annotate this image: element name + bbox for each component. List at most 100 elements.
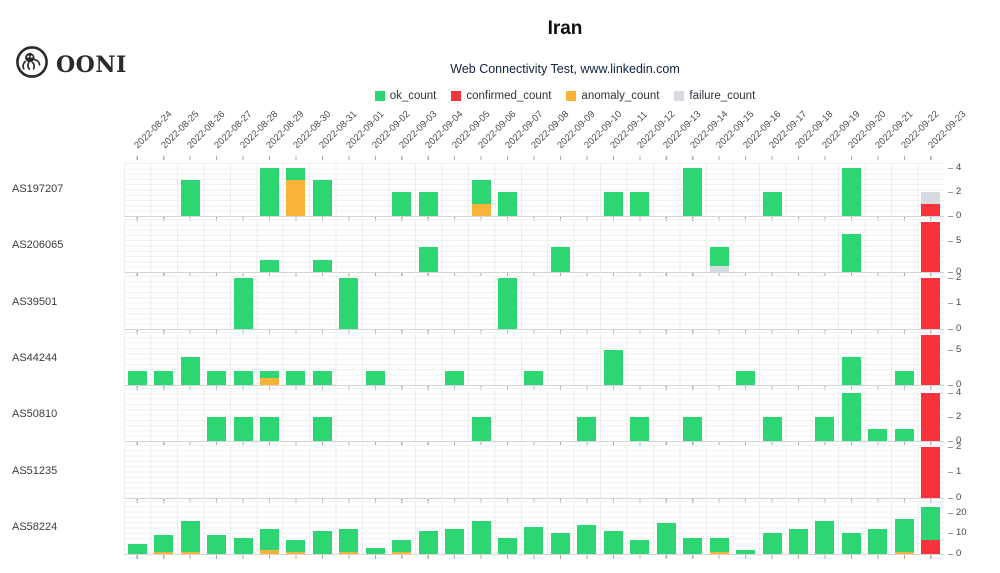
bar-segment-ok[interactable] <box>603 531 623 554</box>
bar-segment-ok[interactable] <box>286 370 306 385</box>
bar-segment-ok[interactable] <box>180 179 200 216</box>
bar-segment-ok[interactable] <box>868 529 888 554</box>
bar-segment-failure[interactable] <box>709 266 729 273</box>
bar-segment-ok[interactable] <box>339 278 359 329</box>
bar-segment-ok[interactable] <box>841 234 861 273</box>
bar-segment-confirmed[interactable] <box>921 447 941 498</box>
bar-segment-ok[interactable] <box>259 370 279 378</box>
bar-segment-ok[interactable] <box>312 370 332 385</box>
bar-segment-ok[interactable] <box>577 417 597 442</box>
bar-segment-ok[interactable] <box>365 370 385 385</box>
bar-segment-ok[interactable] <box>312 259 332 273</box>
bar-segment-anomaly[interactable] <box>180 551 200 554</box>
bar-segment-ok[interactable] <box>550 533 570 554</box>
bar-segment-anomaly[interactable] <box>339 551 359 554</box>
bar-segment-ok[interactable] <box>418 531 438 554</box>
bar-segment-ok[interactable] <box>603 349 623 385</box>
bar-segment-ok[interactable] <box>259 417 279 442</box>
bar-segment-ok[interactable] <box>339 529 359 552</box>
legend-item-confirmed_count[interactable]: confirmed_count <box>451 90 551 102</box>
bar-segment-ok[interactable] <box>736 549 756 554</box>
bar-segment-ok[interactable] <box>921 506 941 540</box>
bar-segment-ok[interactable] <box>894 370 914 385</box>
bar-segment-ok[interactable] <box>498 191 518 216</box>
bar-segment-ok[interactable] <box>630 539 650 554</box>
bar-segment-ok[interactable] <box>259 259 279 273</box>
bar-segment-ok[interactable] <box>841 356 861 385</box>
bar-segment-confirmed[interactable] <box>921 203 941 216</box>
legend-item-anomaly_count[interactable]: anomaly_count <box>566 90 659 102</box>
bar-segment-ok[interactable] <box>894 429 914 442</box>
bar-segment-ok[interactable] <box>762 417 782 442</box>
bar-segment-ok[interactable] <box>127 543 147 554</box>
bar-segment-confirmed[interactable] <box>921 221 941 273</box>
bar-segment-anomaly[interactable] <box>259 549 279 554</box>
bar-segment-ok[interactable] <box>312 417 332 442</box>
bar-segment-ok[interactable] <box>233 537 253 554</box>
bar-segment-ok[interactable] <box>577 525 597 554</box>
bar-segment-ok[interactable] <box>736 370 756 385</box>
bar-segment-ok[interactable] <box>471 417 491 442</box>
bar-segment-ok[interactable] <box>312 179 332 216</box>
bar-segment-ok[interactable] <box>207 417 227 442</box>
bar-segment-ok[interactable] <box>259 167 279 216</box>
bar-segment-ok[interactable] <box>445 529 465 554</box>
bar-segment-ok[interactable] <box>233 278 253 329</box>
bar-segment-anomaly[interactable] <box>286 551 306 554</box>
bar-segment-ok[interactable] <box>392 539 412 552</box>
bar-segment-anomaly[interactable] <box>154 551 174 554</box>
bar-segment-ok[interactable] <box>709 247 729 266</box>
bar-segment-ok[interactable] <box>445 370 465 385</box>
bar-segment-ok[interactable] <box>683 537 703 554</box>
bar-segment-anomaly[interactable] <box>894 551 914 554</box>
bar-segment-ok[interactable] <box>286 167 306 180</box>
bar-segment-ok[interactable] <box>630 417 650 442</box>
bar-segment-ok[interactable] <box>233 417 253 442</box>
bar-segment-ok[interactable] <box>418 191 438 216</box>
bar-segment-ok[interactable] <box>154 535 174 552</box>
bar-segment-confirmed[interactable] <box>921 278 941 329</box>
bar-segment-ok[interactable] <box>630 191 650 216</box>
bar-segment-ok[interactable] <box>207 370 227 385</box>
bar-segment-ok[interactable] <box>868 429 888 442</box>
bar-segment-ok[interactable] <box>683 167 703 216</box>
bar-segment-ok[interactable] <box>498 537 518 554</box>
bar-segment-ok[interactable] <box>259 529 279 550</box>
bar-segment-confirmed[interactable] <box>921 393 941 442</box>
bar-segment-ok[interactable] <box>894 519 914 552</box>
bar-segment-ok[interactable] <box>233 370 253 385</box>
bar-segment-ok[interactable] <box>286 539 306 552</box>
bar-segment-ok[interactable] <box>762 533 782 554</box>
bar-segment-ok[interactable] <box>841 393 861 442</box>
bar-segment-anomaly[interactable] <box>709 551 729 554</box>
bar-segment-ok[interactable] <box>498 278 518 329</box>
bar-segment-ok[interactable] <box>180 356 200 385</box>
bar-segment-ok[interactable] <box>471 521 491 554</box>
bar-segment-ok[interactable] <box>656 523 676 554</box>
bar-segment-ok[interactable] <box>180 521 200 552</box>
bar-segment-ok[interactable] <box>524 527 544 554</box>
bar-segment-ok[interactable] <box>365 547 385 554</box>
bar-segment-ok[interactable] <box>207 535 227 554</box>
bar-segment-anomaly[interactable] <box>259 377 279 385</box>
bar-segment-anomaly[interactable] <box>471 203 491 216</box>
bar-segment-confirmed[interactable] <box>921 539 941 554</box>
bar-segment-ok[interactable] <box>312 531 332 554</box>
bar-segment-confirmed[interactable] <box>921 335 941 385</box>
bar-segment-anomaly[interactable] <box>286 179 306 216</box>
bar-segment-ok[interactable] <box>788 529 808 554</box>
bar-segment-ok[interactable] <box>471 179 491 204</box>
legend-item-ok_count[interactable]: ok_count <box>374 90 436 102</box>
bar-segment-failure[interactable] <box>921 191 941 204</box>
legend-item-failure_count[interactable]: failure_count <box>674 90 755 102</box>
bar-segment-ok[interactable] <box>524 370 544 385</box>
bar-segment-ok[interactable] <box>550 247 570 273</box>
bar-segment-ok[interactable] <box>603 191 623 216</box>
bar-segment-ok[interactable] <box>418 247 438 273</box>
bar-segment-anomaly[interactable] <box>392 551 412 554</box>
bar-segment-ok[interactable] <box>392 191 412 216</box>
bar-segment-ok[interactable] <box>683 417 703 442</box>
bar-segment-ok[interactable] <box>841 533 861 554</box>
bar-segment-ok[interactable] <box>841 167 861 216</box>
bar-segment-ok[interactable] <box>815 417 835 442</box>
